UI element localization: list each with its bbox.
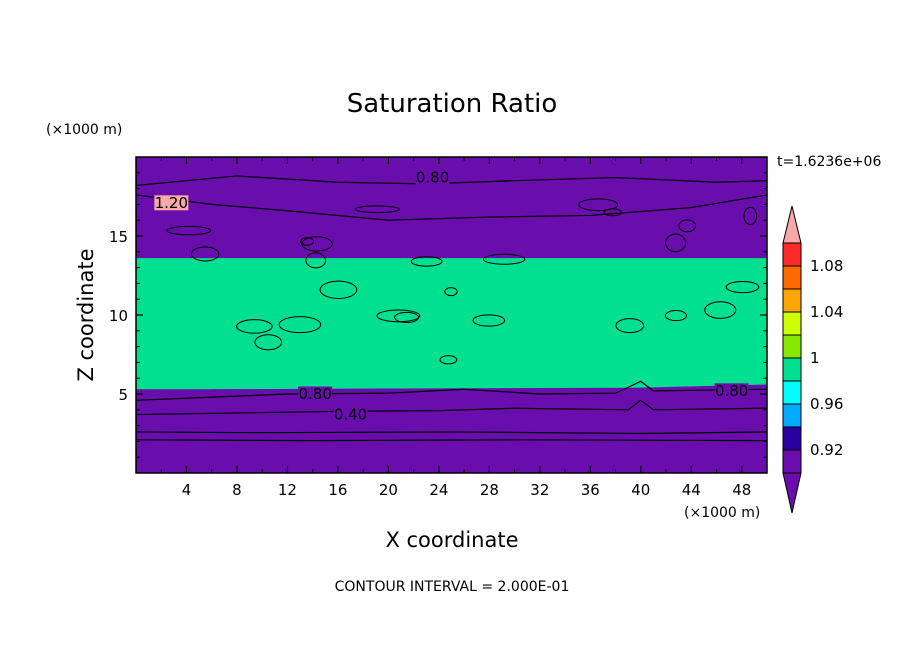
contour-line	[136, 380, 767, 401]
contour-loop	[483, 253, 526, 265]
contour-loop	[300, 237, 315, 246]
contour-loop	[615, 318, 645, 334]
y-unit-label: (×1000 m)	[46, 122, 122, 138]
colorbar-tick-label: 0.96	[810, 395, 843, 413]
contour-label: 0.80	[299, 385, 332, 403]
contour-label-bg	[714, 383, 749, 399]
contour-loop	[743, 206, 758, 226]
plot-area	[136, 157, 767, 473]
contour-label: 0.40	[334, 406, 367, 424]
colorbar-tick-label: 0.92	[810, 441, 843, 459]
contour-line	[136, 194, 767, 221]
contour-label-bg	[154, 195, 189, 211]
contour-label: 1.20	[155, 194, 188, 212]
mid-layer	[136, 258, 767, 390]
contour-line	[136, 439, 767, 442]
x-tick-label: 16	[328, 481, 347, 499]
contour-loop	[665, 233, 687, 253]
x-axis: 4 8 12 16 20 24 28 32 36 40 44 48	[160, 157, 751, 499]
colorbar-band	[782, 242, 802, 267]
contour-loop	[444, 287, 458, 297]
contour-loop	[190, 246, 220, 262]
chart-title: Saturation Ratio	[347, 89, 558, 119]
time-label: t=1.6236e+06	[777, 154, 881, 170]
colorbar-band	[782, 334, 802, 359]
colorbar-band	[782, 311, 802, 336]
colorbar-band	[782, 380, 802, 405]
x-tick-label: 24	[429, 481, 448, 499]
contour-label-bg	[298, 386, 333, 402]
colorbar-top-arrow	[782, 205, 802, 244]
x-tick-label: 36	[581, 481, 600, 499]
x-tick-label: 32	[530, 481, 549, 499]
colorbar-band	[782, 357, 802, 382]
contour-line	[136, 431, 767, 435]
x-tick-label: 20	[379, 481, 398, 499]
x-unit-label: (×1000 m)	[684, 505, 760, 521]
colorbar-band	[782, 403, 802, 428]
x-tick-label: 40	[631, 481, 650, 499]
contour-loop	[678, 219, 697, 233]
contour-loop	[319, 280, 358, 299]
contour-loop	[410, 256, 443, 267]
contour-loop	[472, 314, 506, 327]
contour-loop	[236, 319, 273, 334]
lower-layer	[136, 384, 767, 473]
x-axis-title: X coordinate	[385, 528, 518, 552]
contour-loop	[305, 252, 327, 269]
x-tick-label: 28	[480, 481, 499, 499]
colorbar-tick-label: 1	[810, 349, 820, 367]
colorbar-band	[782, 265, 802, 290]
contour-labels: 0.801.200.80 0.800.40	[154, 169, 749, 424]
contour-lines	[136, 175, 767, 442]
colorbar-band	[782, 426, 802, 451]
contour-loop	[354, 205, 400, 214]
contour-label-bg	[415, 170, 450, 186]
x-tick-label: 8	[232, 481, 242, 499]
contour-line	[136, 175, 767, 187]
colorbar: 0.92 0.96 1 1.04 1.08	[782, 205, 843, 514]
x-tick-label: 48	[732, 481, 751, 499]
y-tick-label: 10	[109, 307, 128, 325]
contour-label-bg	[333, 407, 368, 423]
contour-interval-note: CONTOUR INTERVAL = 2.000E-01	[335, 579, 570, 595]
colorbar-band	[782, 449, 802, 474]
x-tick-label: 44	[682, 481, 701, 499]
x-tick-label: 12	[278, 481, 297, 499]
y-axis-title: Z coordinate	[74, 248, 98, 381]
contour-line	[136, 399, 767, 416]
contour-loop	[578, 198, 619, 212]
saturation-field	[136, 157, 767, 473]
colorbar-band	[782, 288, 802, 313]
y-tick-label: 15	[109, 228, 128, 246]
contour-loop	[725, 280, 760, 294]
y-axis: 5 10 15	[109, 172, 767, 458]
contour-label: 0.80	[715, 382, 748, 400]
contour-loop	[394, 311, 420, 324]
contour-loop	[439, 355, 458, 365]
contour-loop	[664, 310, 688, 322]
contour-loop	[254, 334, 283, 351]
contour-loop	[704, 301, 737, 319]
contour-loop	[376, 309, 421, 323]
colorbar-tick-label: 1.08	[810, 257, 843, 275]
contour-loop	[278, 316, 322, 334]
y-tick-label: 5	[118, 386, 128, 404]
contour-loop	[166, 225, 212, 236]
contour-label: 0.80	[416, 169, 449, 187]
colorbar-tick-label: 1.04	[810, 303, 843, 321]
colorbar-bottom-arrow	[782, 472, 802, 514]
x-tick-label: 4	[182, 481, 192, 499]
